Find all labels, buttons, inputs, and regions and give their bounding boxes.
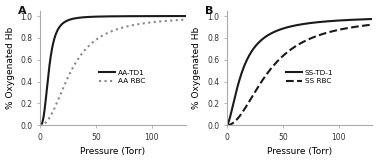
Legend: SS-TD-1, SS RBC: SS-TD-1, SS RBC: [286, 70, 333, 84]
Text: A: A: [18, 6, 27, 16]
X-axis label: Pressure (Torr): Pressure (Torr): [267, 147, 332, 156]
Text: B: B: [205, 6, 213, 16]
Y-axis label: % Oxygenated Hb: % Oxygenated Hb: [6, 27, 15, 109]
X-axis label: Pressure (Torr): Pressure (Torr): [80, 147, 145, 156]
Y-axis label: % Oxygenated Hb: % Oxygenated Hb: [192, 27, 201, 109]
Legend: AA-TD1, AA RBC: AA-TD1, AA RBC: [99, 70, 145, 84]
